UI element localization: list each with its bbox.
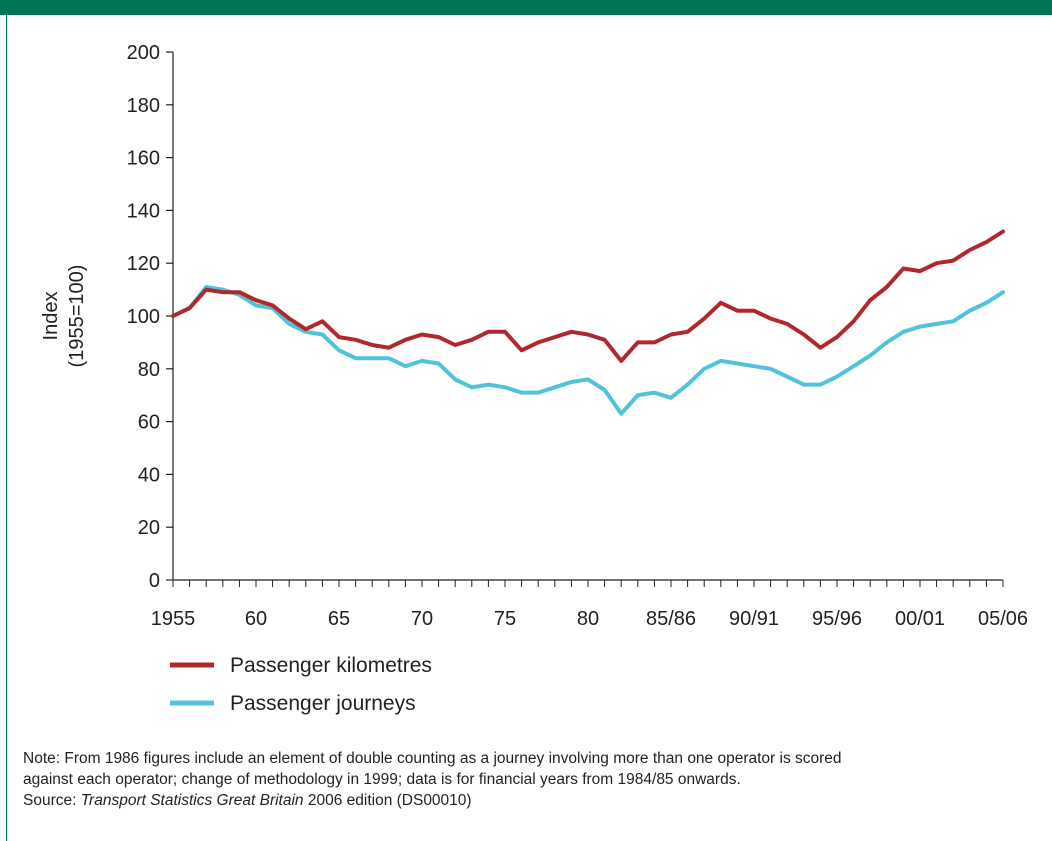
y-tick-label: 100 — [127, 306, 160, 328]
x-tick-label: 1955 — [151, 608, 196, 630]
y-tick-label: 160 — [127, 148, 160, 170]
x-tick-label: 60 — [245, 608, 267, 630]
x-axis: 1955 60 65 70 75 80 85/86 90/91 95/96 00/01 05/06 — [151, 579, 1028, 630]
x-tick-label: 70 — [411, 608, 433, 630]
x-tick-label: 05/06 — [978, 608, 1028, 630]
x-tick-label: 85/86 — [646, 608, 696, 630]
source-suffix: 2006 edition (DS00010) — [303, 792, 472, 809]
y-tick-label: 0 — [149, 570, 160, 592]
y-tick-label: 40 — [138, 464, 160, 486]
y-axis-label: Index (1955=100) — [40, 265, 88, 368]
x-tick-label: 95/96 — [812, 608, 862, 630]
source-title: Transport Statistics Great Britain — [80, 792, 304, 809]
y-tick-label: 20 — [138, 517, 160, 539]
x-tick-label: 00/01 — [895, 608, 945, 630]
y-tick-label: 60 — [138, 412, 160, 434]
y-tick-label: 80 — [138, 359, 160, 381]
legend-label: Passenger kilometres — [230, 654, 432, 677]
line-chart: 0 20 40 60 80 100 120 140 160 180 200 1955 60 65 70 75… — [40, 42, 1028, 715]
note-line-1: Note: From 1986 figures include an eleme… — [23, 750, 842, 767]
left-border-rule — [6, 15, 7, 841]
y-axis-label-line: Index — [40, 292, 62, 341]
x-tick-label: 90/91 — [729, 608, 779, 630]
source-line: Source: Transport Statistics Great Brita… — [23, 790, 1033, 811]
y-tick-label: 140 — [127, 200, 160, 222]
source-prefix: Source: — [23, 792, 81, 809]
series-layer — [171, 229, 1005, 416]
x-tick-label: 65 — [328, 608, 350, 630]
series-line-passenger-kilometres — [171, 229, 1005, 363]
note-line-2: against each operator; change of methodo… — [23, 771, 741, 788]
y-axis-label-line: (1955=100) — [66, 265, 88, 368]
x-tick-label: 80 — [577, 608, 599, 630]
footnote: Note: From 1986 figures include an eleme… — [23, 748, 1033, 811]
y-tick-label: 200 — [127, 42, 160, 64]
y-axis: 0 20 40 60 80 100 120 140 160 180 200 — [127, 42, 174, 592]
legend-label: Passenger journeys — [230, 692, 416, 715]
header-band — [0, 0, 1052, 15]
y-tick-label: 180 — [127, 95, 160, 117]
legend: Passenger kilometres Passenger journeys — [170, 654, 432, 715]
series-line-passenger-journeys — [171, 285, 1005, 416]
x-tick-label: 75 — [494, 608, 516, 630]
y-tick-label: 120 — [127, 253, 160, 275]
y-axis-label-group: Index (1955=100) — [40, 265, 88, 368]
